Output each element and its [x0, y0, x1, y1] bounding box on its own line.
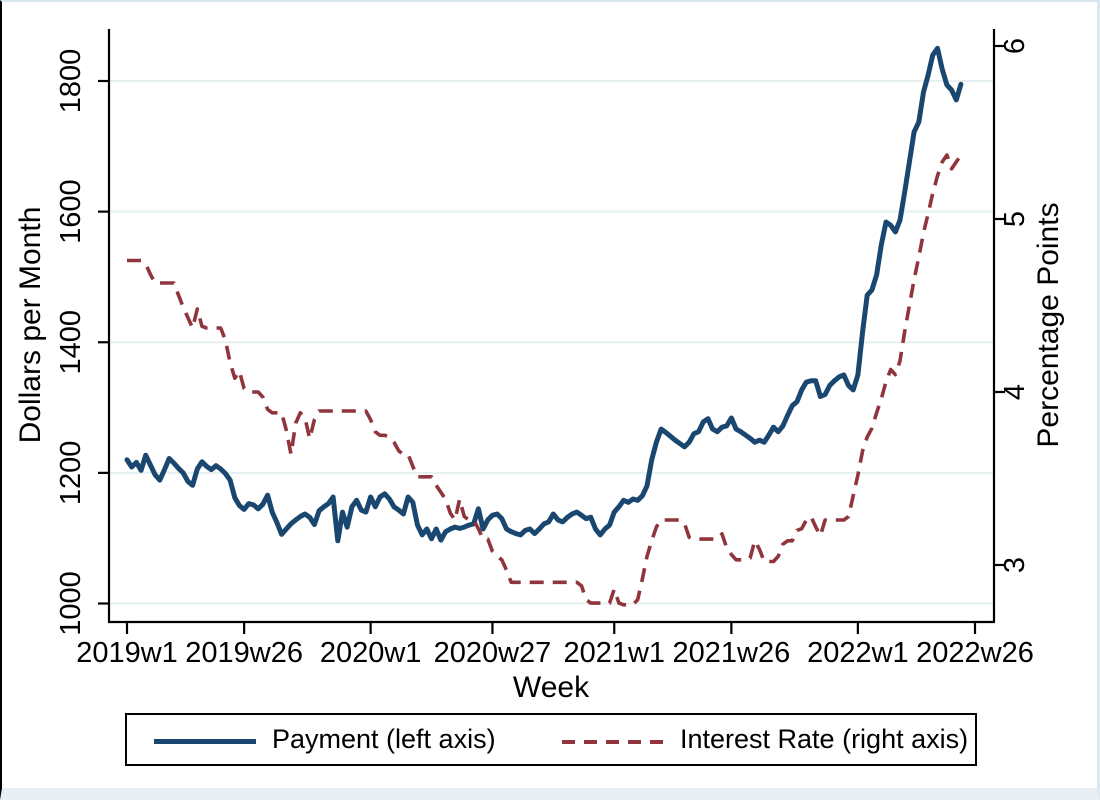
- x-axis-tick-label: 2021w26: [673, 637, 791, 669]
- right-axis-tick-label: 5: [999, 211, 1031, 227]
- right-axis-tick-label: 6: [999, 38, 1031, 54]
- tick-marks: [98, 44, 1005, 634]
- left-axis-tick-label: 1800: [55, 49, 87, 114]
- x-axis-tick-label: 2019w1: [76, 637, 178, 669]
- left-axis-tick-label: 1200: [55, 441, 87, 506]
- left-axis-tick-label: 1000: [55, 571, 87, 636]
- payment-legend-label: Payment (left axis): [272, 724, 496, 754]
- payment-line-sample: [154, 739, 256, 744]
- x-axis-tick-label: 2020w27: [434, 637, 552, 669]
- gridlines: [110, 80, 993, 605]
- interest-rate-line-sample: [562, 740, 664, 744]
- right-axis-title: Percentage Points: [1032, 202, 1065, 447]
- axes: [107, 29, 996, 624]
- x-axis-tick-label: 2019w26: [185, 637, 303, 669]
- tick-labels: 1000 1200 1400 1600 1800 3 4 5 6 2019w1 2019w26 202…: [55, 38, 1034, 669]
- left-axis-tick-label: 1600: [55, 179, 87, 244]
- right-axis-tick-label: 3: [999, 557, 1031, 573]
- payment-series-line: [124, 45, 964, 544]
- x-axis-tick-label: 2020w1: [320, 637, 422, 669]
- left-axis-title: Dollars per Month: [14, 207, 47, 444]
- x-axis-title: Week: [513, 671, 590, 704]
- left-axis-tick-label: 1400: [55, 310, 87, 375]
- right-axis-tick-label: 4: [999, 384, 1031, 400]
- series-lines: [124, 45, 964, 607]
- interest-rate-series-line: [127, 153, 963, 607]
- x-axis-tick-label: 2021w1: [563, 637, 665, 669]
- x-axis-tick-label: 2022w26: [916, 637, 1034, 669]
- legend: Payment (left axis) Interest Rate (right…: [125, 713, 977, 766]
- interest-rate-legend-label: Interest Rate (right axis): [680, 724, 969, 754]
- x-axis-tick-label: 2022w1: [807, 637, 909, 669]
